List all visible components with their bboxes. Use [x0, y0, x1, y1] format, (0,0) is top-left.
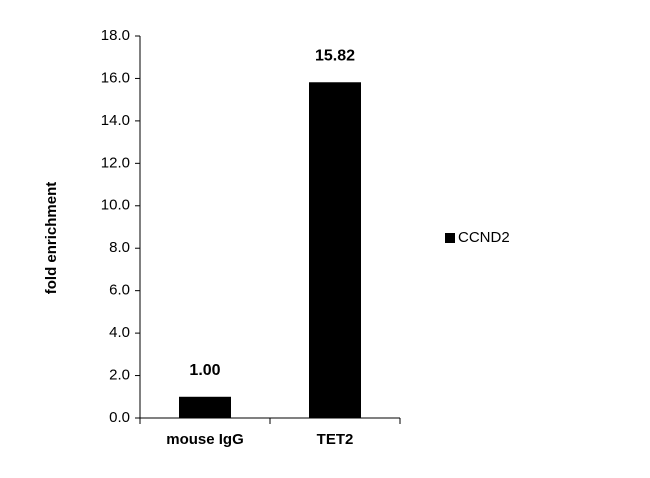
y-tick-label: 4.0	[109, 324, 130, 341]
y-tick-label: 2.0	[109, 367, 130, 384]
value-label: 15.82	[315, 47, 355, 64]
bar	[309, 82, 361, 419]
y-tick-label: 14.0	[101, 112, 130, 129]
y-tick-label: 12.0	[101, 154, 130, 171]
y-tick-label: 18.0	[101, 27, 130, 44]
value-label: 1.00	[189, 362, 220, 379]
y-tick-label: 16.0	[101, 69, 130, 86]
y-tick-label: 10.0	[101, 197, 130, 214]
x-tick-label: mouse IgG	[166, 431, 244, 448]
legend-label: CCND2	[458, 229, 510, 246]
y-tick-label: 6.0	[109, 282, 130, 299]
y-tick-label: 8.0	[109, 239, 130, 256]
y-tick-label: 0.0	[109, 409, 130, 426]
x-tick-label: TET2	[317, 431, 354, 448]
bar	[179, 396, 231, 418]
legend-swatch	[445, 233, 455, 243]
y-axis-label: fold enrichment	[43, 182, 60, 295]
